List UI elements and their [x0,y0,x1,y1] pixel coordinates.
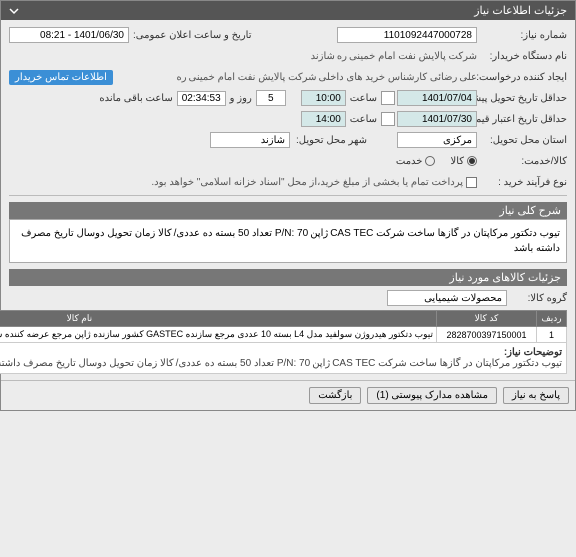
back-button[interactable]: بازگشت [309,387,361,404]
divider [9,195,567,196]
place-value: مرکزی [397,132,477,148]
cell-n: 1 [537,327,567,343]
col-row-no: ردیف [537,311,567,327]
goods-radio[interactable] [467,156,477,166]
attachments-button[interactable]: مشاهده مدارک پیوستی (1) [367,387,497,404]
req-no-field: 1101092447000728 [337,27,477,43]
validity-date: 1401/07/30 [397,111,477,127]
announce-field: 1401/06/30 - 08:21 [9,27,129,43]
extra-label: توضیحات نیاز: [504,347,562,358]
buy-type-text: پرداخت تمام یا بخشی از مبلغ خرید،از محل … [151,177,463,188]
group-label: گروه کالا: [507,293,567,304]
table-header-row: ردیف کد کالا نام کالا واحد شمارش تعداد /… [0,311,567,327]
service-radio[interactable] [425,156,435,166]
items-header: جزئیات کالاهای مورد نیاز [9,269,567,286]
deadline-date: 1401/07/04 [397,90,477,106]
goods-service-label: کالا/خدمت: [477,156,567,167]
calendar-icon-2[interactable] [381,112,395,126]
validity-time-label: ساعت [350,114,377,125]
goods-radio-label: کالا [450,156,464,167]
buy-type-checkbox[interactable] [466,177,477,188]
table-row: 1 2828700397150001 تیوب دتکتور هیدروژن س… [0,327,567,343]
col-code: کد کالا [437,311,537,327]
table-extra-row: توضیحات نیاز: تیوب دتکتور مرکاپتان در گا… [0,343,567,374]
time-remaining: 02:34:53 [177,91,226,106]
calendar-icon[interactable] [381,91,395,105]
collapse-icon[interactable] [9,6,19,16]
deadline-time: 10:00 [301,90,346,106]
validity-label: حداقل تاریخ اعتبار قیمت تا تاریخ: [477,114,567,125]
contact-badge[interactable]: اطلاعات تماس خریدار [9,70,113,85]
col-name: نام کالا [0,311,437,327]
footer: پاسخ به نیاز مشاهده مدارک پیوستی (1) باز… [1,380,575,410]
remain-label: ساعت باقی مانده [99,93,172,104]
desc-header: شرح کلی نیاز [9,202,567,219]
need-details-panel: جزئیات اطلاعات نیاز شماره نیاز: 11010924… [0,0,576,411]
validity-time: 14:00 [301,111,346,127]
panel-header: جزئیات اطلاعات نیاز [1,1,575,20]
group-value: محصولات شیمیایی [387,290,507,306]
form-body: شماره نیاز: 1101092447000728 تاریخ و ساع… [1,20,575,380]
service-radio-label: خدمت [396,156,423,167]
days-remaining: 5 [256,90,286,106]
buy-type-label: نوع فرآیند خرید : [477,177,567,188]
panel-title: جزئیات اطلاعات نیاز [474,4,567,17]
desc-text: تیوب دتکتور مرکاپتان در گازها ساخت شرکت … [9,219,567,263]
day-label: روز و [230,93,252,104]
announce-label: تاریخ و ساعت اعلان عمومی: [133,30,252,41]
place-label: استان محل تحویل: [477,135,567,146]
items-table: ردیف کد کالا نام کالا واحد شمارش تعداد /… [0,310,567,374]
creator-value: علی رضائی کارشناس خرید های داخلی شرکت پا… [113,72,477,83]
buyer-org-value: شرکت پالایش نفت امام خمینی ره شازند [311,51,477,62]
deadline-time-label: ساعت [350,93,377,104]
cell-name: تیوب دتکتور هیدروژن سولفید مدل L4 بسته 1… [0,327,437,343]
extra-text: تیوب دتکتور مرکاپتان در گازها ساخت شرکت … [0,358,562,369]
req-no-label: شماره نیاز: [477,30,567,41]
cell-code: 2828700397150001 [437,327,537,343]
city-label: شهر محل تحویل: [296,135,367,146]
reply-button[interactable]: پاسخ به نیاز [503,387,569,404]
city-value: شازند [210,132,290,148]
creator-label: ایجاد کننده درخواست: [477,72,567,83]
buyer-org-label: نام دستگاه خریدار: [477,51,567,62]
deadline-label: حداقل تاریخ تحویل پیشنهاد: [477,93,567,104]
